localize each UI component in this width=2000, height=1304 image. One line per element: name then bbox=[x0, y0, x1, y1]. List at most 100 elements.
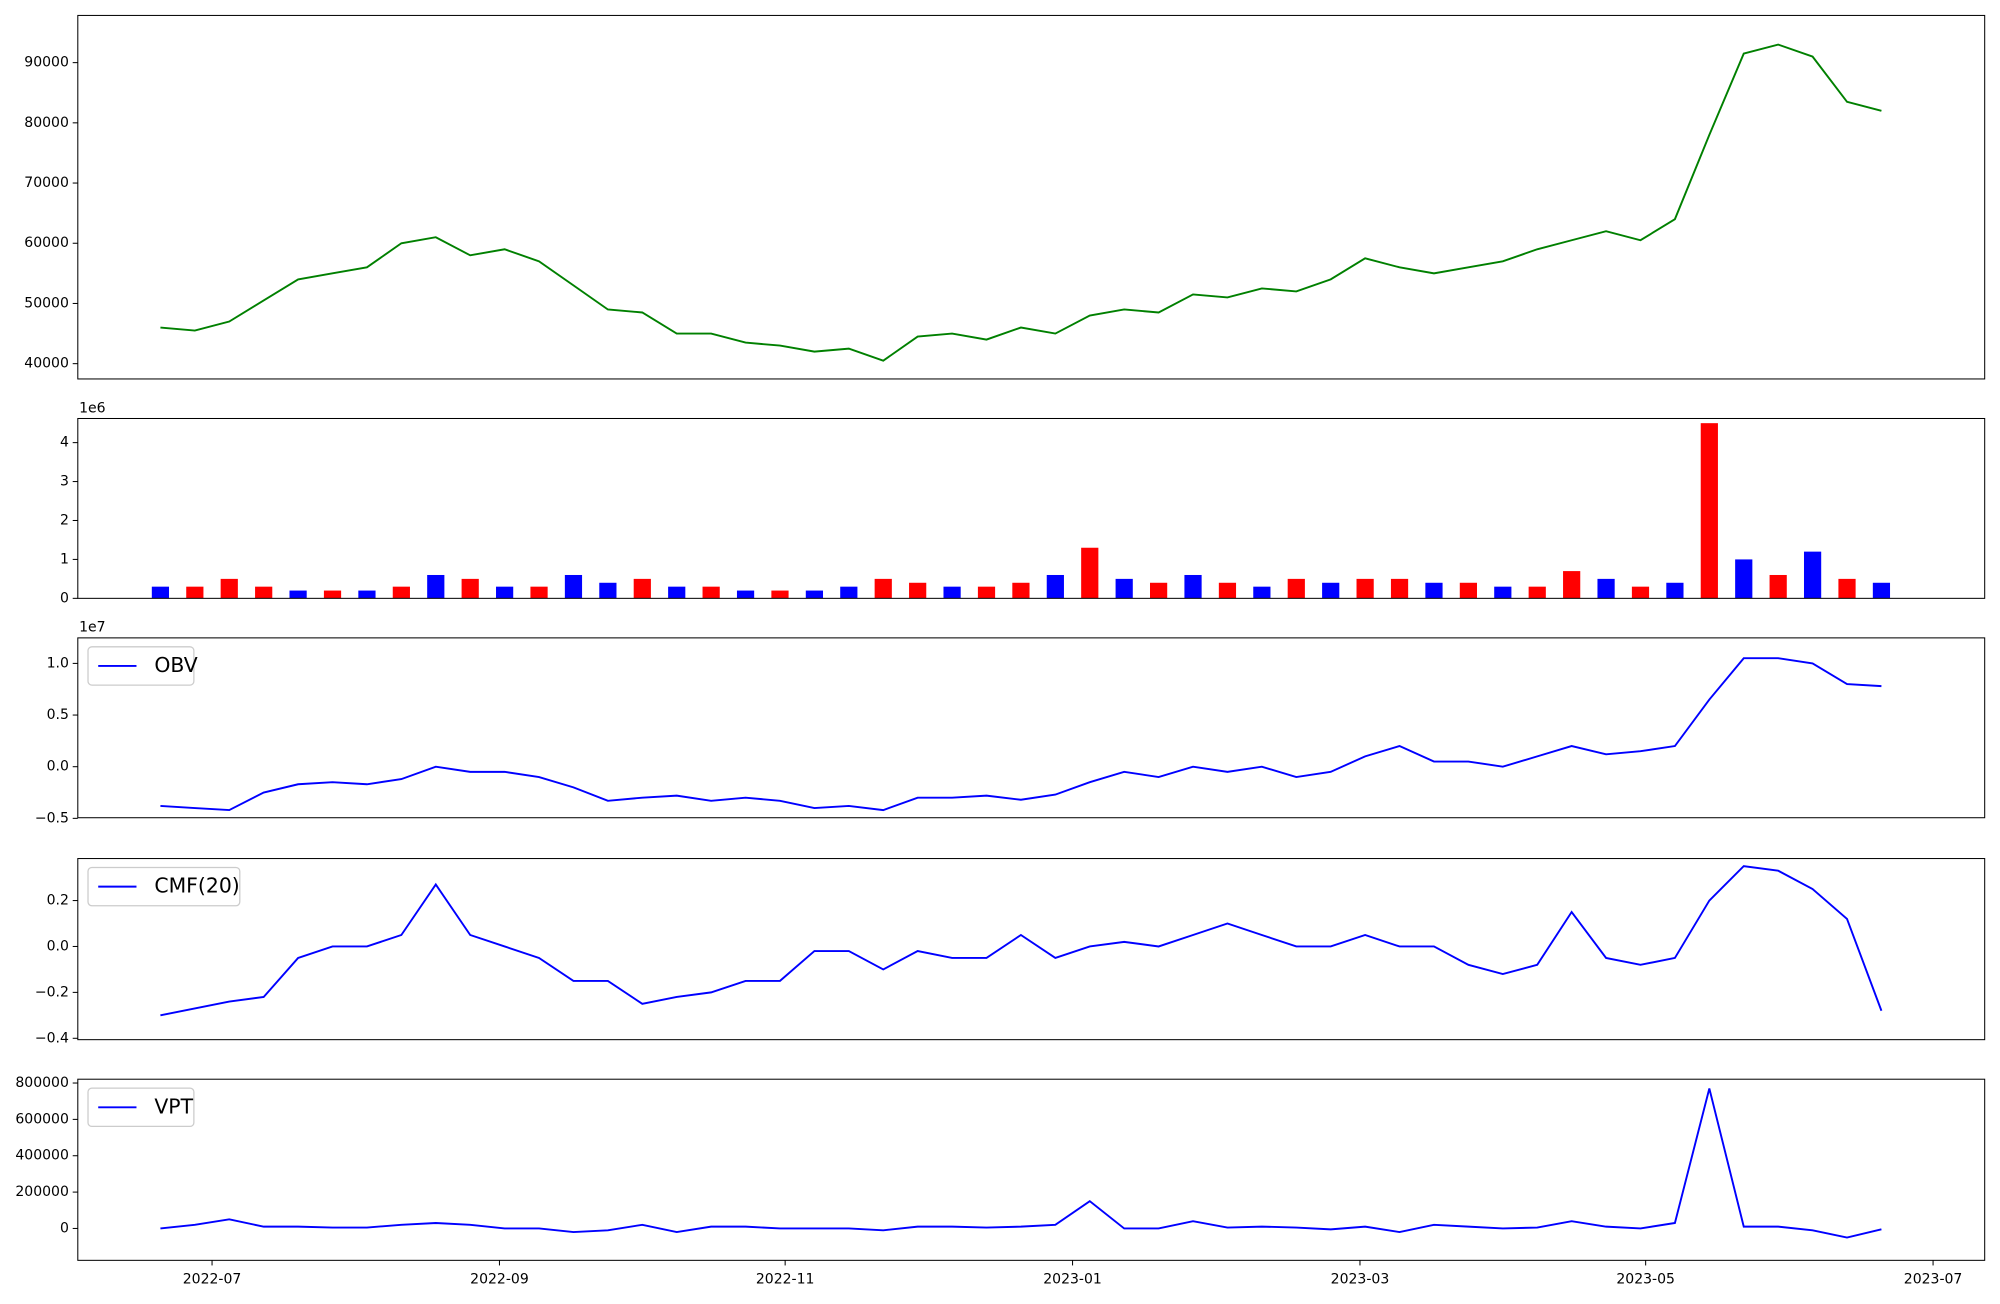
x-tick-label: 2023-01 bbox=[1043, 1271, 1102, 1287]
bar bbox=[496, 586, 514, 599]
y-tick-label: 0.0 bbox=[47, 759, 69, 775]
series-line bbox=[160, 43, 1882, 362]
y-tick-label: 90000 bbox=[24, 55, 69, 71]
bar bbox=[220, 578, 238, 599]
bar bbox=[1425, 582, 1443, 599]
legend-box bbox=[87, 646, 195, 686]
bar bbox=[461, 578, 479, 599]
y-tick-label: 0 bbox=[60, 1220, 69, 1236]
bar bbox=[668, 586, 686, 599]
bar bbox=[1838, 578, 1856, 599]
series-line bbox=[160, 657, 1882, 812]
x-tick-label: 2022-11 bbox=[756, 1271, 815, 1287]
bar bbox=[1735, 559, 1753, 599]
y-tick-label: 70000 bbox=[24, 175, 69, 191]
bar bbox=[255, 586, 273, 599]
axes-frame bbox=[77, 14, 1986, 380]
bar bbox=[1563, 571, 1581, 599]
y-tick-label: −0.5 bbox=[35, 810, 69, 826]
y-tick-label: 1.0 bbox=[47, 655, 69, 671]
bar bbox=[1150, 582, 1168, 599]
legend-label: VPT bbox=[154, 1094, 193, 1118]
bar bbox=[736, 590, 755, 599]
bar bbox=[1803, 551, 1822, 599]
bar bbox=[805, 590, 824, 599]
legend: OBV bbox=[87, 646, 198, 686]
bar bbox=[323, 590, 342, 599]
y-tick-label: 0.5 bbox=[47, 707, 69, 723]
axis-offset: 1e7 bbox=[79, 620, 105, 636]
y-tick-label: 3 bbox=[60, 474, 69, 490]
y-tick-label: 2 bbox=[60, 512, 69, 528]
x-tick-label: 2022-09 bbox=[470, 1271, 529, 1287]
bar bbox=[530, 586, 548, 599]
y-tick-label: 200000 bbox=[15, 1184, 69, 1200]
bar bbox=[1184, 574, 1202, 599]
bar bbox=[392, 586, 410, 599]
bar bbox=[427, 574, 445, 599]
y-tick-label: 1 bbox=[60, 551, 69, 567]
y-tick-label: 0 bbox=[60, 590, 69, 606]
bar bbox=[1287, 578, 1305, 599]
axes-frame bbox=[77, 858, 1986, 1041]
axes-frame bbox=[77, 417, 1986, 599]
legend-box bbox=[87, 1087, 195, 1128]
bar bbox=[977, 586, 996, 599]
bar bbox=[1046, 574, 1064, 599]
bar bbox=[358, 590, 376, 599]
legend-label: OBV bbox=[154, 653, 197, 677]
bar bbox=[1769, 574, 1787, 599]
bar bbox=[1253, 586, 1271, 599]
y-tick-label: 800000 bbox=[15, 1075, 69, 1091]
legend: VPT bbox=[87, 1087, 195, 1128]
bar bbox=[1322, 582, 1340, 599]
bar bbox=[874, 578, 892, 599]
bar bbox=[1459, 582, 1477, 599]
bar bbox=[1218, 582, 1237, 599]
bar bbox=[599, 582, 617, 599]
legend-box bbox=[87, 866, 241, 907]
x-tick-label: 2023-07 bbox=[1904, 1271, 1963, 1287]
y-tick-label: 80000 bbox=[24, 115, 69, 131]
bar bbox=[633, 578, 651, 599]
bar bbox=[1700, 423, 1718, 599]
bar bbox=[151, 586, 170, 599]
y-tick-label: 0.0 bbox=[47, 938, 69, 954]
bar bbox=[1356, 578, 1374, 599]
axes-frame bbox=[77, 637, 1986, 819]
legend-label: CMF(20) bbox=[154, 874, 239, 898]
axes-frame bbox=[77, 1078, 1986, 1261]
bar bbox=[1872, 582, 1891, 599]
y-tick-label: 50000 bbox=[24, 295, 69, 311]
bar bbox=[1390, 578, 1409, 599]
y-tick-label: 400000 bbox=[15, 1148, 69, 1164]
x-tick-label: 2023-05 bbox=[1616, 1271, 1675, 1287]
bar bbox=[909, 582, 927, 599]
bar bbox=[840, 586, 858, 599]
bar bbox=[1081, 547, 1099, 599]
bar bbox=[702, 586, 720, 599]
bar bbox=[771, 590, 789, 599]
bar bbox=[186, 586, 204, 599]
y-tick-label: −0.2 bbox=[35, 984, 69, 1000]
bar bbox=[564, 574, 583, 599]
bar bbox=[1597, 578, 1615, 599]
y-tick-label: 600000 bbox=[15, 1111, 69, 1127]
axis-offset: 1e6 bbox=[79, 400, 106, 416]
x-tick-label: 2023-03 bbox=[1331, 1271, 1390, 1287]
bar bbox=[1666, 582, 1684, 599]
bar bbox=[289, 590, 307, 599]
x-tick-label: 2022-07 bbox=[183, 1271, 242, 1287]
bar bbox=[943, 586, 961, 599]
y-tick-label: 60000 bbox=[24, 235, 69, 251]
y-tick-label: −0.4 bbox=[35, 1030, 69, 1046]
bar bbox=[1528, 586, 1546, 599]
legend: CMF(20) bbox=[87, 866, 241, 907]
bar bbox=[1115, 578, 1133, 599]
y-tick-label: 0.2 bbox=[47, 893, 69, 909]
bar bbox=[1494, 586, 1512, 599]
y-tick-label: 40000 bbox=[24, 356, 69, 372]
bar bbox=[1631, 586, 1650, 599]
series-line bbox=[160, 865, 1883, 1017]
